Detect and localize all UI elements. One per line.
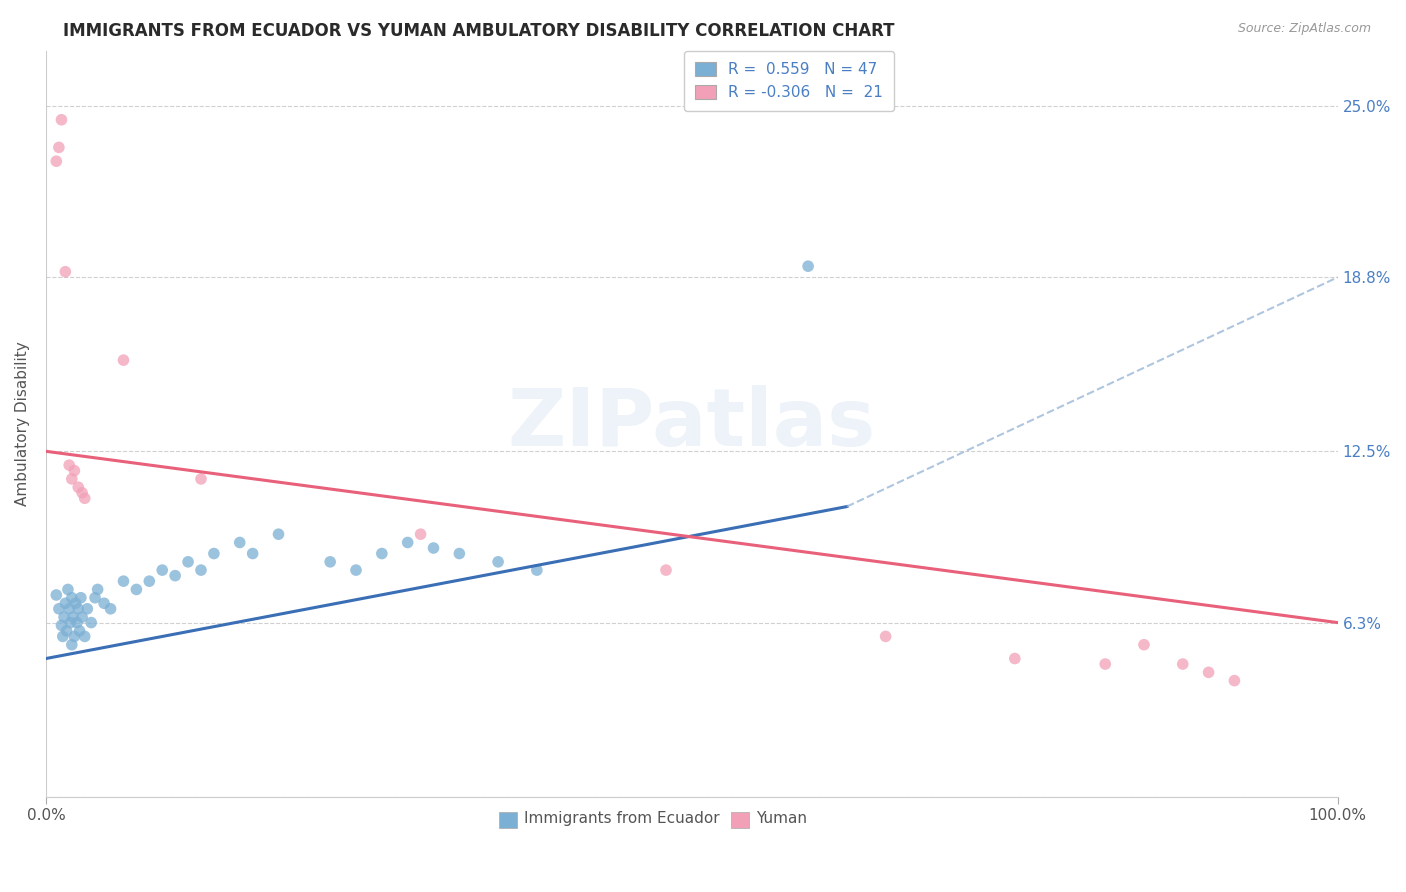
Legend: R =  0.559   N = 47, R = -0.306   N =  21: R = 0.559 N = 47, R = -0.306 N = 21	[683, 51, 894, 111]
Point	[73, 629, 96, 643]
Point	[396, 535, 419, 549]
Point	[371, 547, 394, 561]
Point	[112, 353, 135, 368]
Text: IMMIGRANTS FROM ECUADOR VS YUMAN AMBULATORY DISABILITY CORRELATION CHART: IMMIGRANTS FROM ECUADOR VS YUMAN AMBULAT…	[63, 22, 894, 40]
Point	[229, 535, 252, 549]
Point	[58, 458, 80, 472]
Point	[150, 563, 173, 577]
Y-axis label: Ambulatory Disability: Ambulatory Disability	[15, 342, 30, 506]
Point	[344, 563, 367, 577]
Point	[48, 602, 70, 616]
Point	[190, 563, 212, 577]
Point	[76, 602, 98, 616]
Point	[55, 624, 77, 638]
Point	[70, 591, 93, 605]
Point	[797, 259, 820, 273]
Text: ZIPatlas: ZIPatlas	[508, 384, 876, 463]
Point	[65, 596, 87, 610]
Point	[70, 610, 93, 624]
Point	[125, 582, 148, 597]
Point	[319, 555, 342, 569]
Point	[1198, 665, 1220, 680]
Point	[526, 563, 548, 577]
Point	[112, 574, 135, 589]
Point	[449, 547, 471, 561]
Point	[1133, 638, 1156, 652]
Point	[53, 610, 76, 624]
Point	[62, 610, 84, 624]
Point	[60, 638, 83, 652]
Point	[63, 464, 86, 478]
Point	[138, 574, 160, 589]
Point	[48, 140, 70, 154]
Point	[67, 602, 90, 616]
Text: Immigrants from Ecuador: Immigrants from Ecuador	[524, 812, 720, 827]
Point	[93, 596, 115, 610]
Point	[422, 541, 444, 555]
Text: Yuman: Yuman	[756, 812, 807, 827]
Point	[60, 472, 83, 486]
Point	[86, 582, 108, 597]
Point	[242, 547, 264, 561]
Point	[53, 596, 76, 610]
Point	[1223, 673, 1246, 688]
Point	[52, 629, 75, 643]
Point	[45, 154, 67, 169]
Point	[165, 568, 187, 582]
Point	[80, 615, 103, 630]
Point	[875, 629, 897, 643]
Point	[56, 582, 79, 597]
Point	[73, 491, 96, 506]
Point	[190, 472, 212, 486]
Point	[84, 591, 107, 605]
Point	[51, 618, 73, 632]
Point	[63, 629, 86, 643]
Point	[70, 485, 93, 500]
Point	[202, 547, 225, 561]
Point	[66, 615, 89, 630]
Point	[69, 624, 91, 638]
Point	[177, 555, 200, 569]
Point	[51, 112, 73, 127]
Point	[100, 602, 122, 616]
Point	[58, 602, 80, 616]
Point	[67, 480, 90, 494]
Point	[1171, 657, 1194, 671]
Text: Source: ZipAtlas.com: Source: ZipAtlas.com	[1237, 22, 1371, 36]
Point	[409, 527, 432, 541]
Point	[59, 615, 82, 630]
Point	[45, 588, 67, 602]
Point	[655, 563, 678, 577]
Point	[53, 265, 76, 279]
Point	[1004, 651, 1026, 665]
Point	[1094, 657, 1116, 671]
Point	[60, 591, 83, 605]
Point	[486, 555, 509, 569]
Point	[267, 527, 290, 541]
